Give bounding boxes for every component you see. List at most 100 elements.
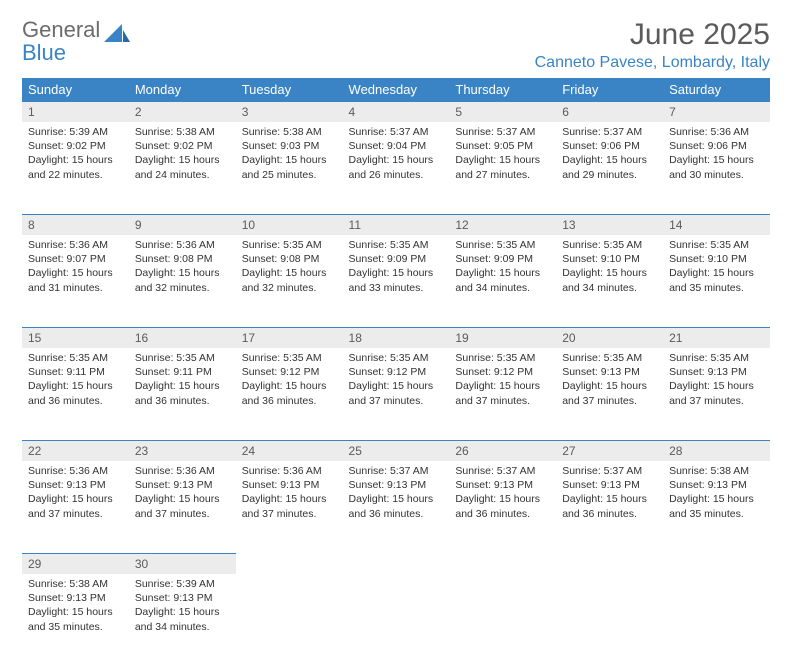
day-cell: Sunrise: 5:36 AMSunset: 9:07 PMDaylight:… <box>22 235 129 301</box>
daylight-line: Daylight: 15 hours and 34 minutes. <box>562 266 657 294</box>
day-number: 27 <box>556 440 663 461</box>
sunset-line: Sunset: 9:02 PM <box>28 139 123 153</box>
logo-word1: General <box>22 17 100 42</box>
sunrise-line: Sunrise: 5:39 AM <box>135 577 230 591</box>
day-number: 22 <box>22 440 129 461</box>
day-cell: Sunrise: 5:37 AMSunset: 9:13 PMDaylight:… <box>449 461 556 527</box>
empty-cell <box>236 574 343 666</box>
sunset-line: Sunset: 9:04 PM <box>349 139 444 153</box>
sunset-line: Sunset: 9:13 PM <box>349 478 444 492</box>
empty-cell <box>663 553 770 574</box>
sunset-line: Sunset: 9:09 PM <box>455 252 550 266</box>
sunrise-line: Sunrise: 5:37 AM <box>455 464 550 478</box>
day-number: 5 <box>449 101 556 122</box>
sunrise-line: Sunrise: 5:37 AM <box>562 125 657 139</box>
day-number: 6 <box>556 101 663 122</box>
sunrise-line: Sunrise: 5:39 AM <box>28 125 123 139</box>
day-number: 29 <box>22 553 129 574</box>
day-number: 18 <box>343 327 450 348</box>
sunrise-line: Sunrise: 5:35 AM <box>28 351 123 365</box>
sunset-line: Sunset: 9:09 PM <box>349 252 444 266</box>
daylight-line: Daylight: 15 hours and 33 minutes. <box>349 266 444 294</box>
sunset-line: Sunset: 9:12 PM <box>242 365 337 379</box>
sunset-line: Sunset: 9:13 PM <box>135 591 230 605</box>
day-content-row: Sunrise: 5:36 AMSunset: 9:07 PMDaylight:… <box>22 235 770 327</box>
sunrise-line: Sunrise: 5:35 AM <box>669 238 764 252</box>
day-number: 28 <box>663 440 770 461</box>
daylight-line: Daylight: 15 hours and 30 minutes. <box>669 153 764 181</box>
day-number: 2 <box>129 101 236 122</box>
sunrise-line: Sunrise: 5:38 AM <box>669 464 764 478</box>
sunrise-line: Sunrise: 5:36 AM <box>669 125 764 139</box>
daylight-line: Daylight: 15 hours and 37 minutes. <box>669 379 764 407</box>
sunset-line: Sunset: 9:13 PM <box>562 365 657 379</box>
empty-cell <box>556 553 663 574</box>
sunset-line: Sunset: 9:10 PM <box>669 252 764 266</box>
day-number: 14 <box>663 214 770 235</box>
empty-cell <box>449 553 556 574</box>
daylight-line: Daylight: 15 hours and 29 minutes. <box>562 153 657 181</box>
daylight-line: Daylight: 15 hours and 27 minutes. <box>455 153 550 181</box>
day-cell: Sunrise: 5:35 AMSunset: 9:08 PMDaylight:… <box>236 235 343 301</box>
day-number-row: 15161718192021 <box>22 327 770 348</box>
day-cell: Sunrise: 5:35 AMSunset: 9:10 PMDaylight:… <box>663 235 770 301</box>
day-cell: Sunrise: 5:37 AMSunset: 9:13 PMDaylight:… <box>556 461 663 527</box>
day-number: 23 <box>129 440 236 461</box>
day-number: 9 <box>129 214 236 235</box>
daylight-line: Daylight: 15 hours and 37 minutes. <box>242 492 337 520</box>
daylight-line: Daylight: 15 hours and 34 minutes. <box>135 605 230 633</box>
day-number: 13 <box>556 214 663 235</box>
day-header: Thursday <box>449 78 556 101</box>
sunset-line: Sunset: 9:13 PM <box>669 478 764 492</box>
day-number-row: 22232425262728 <box>22 440 770 461</box>
daylight-line: Daylight: 15 hours and 26 minutes. <box>349 153 444 181</box>
sunrise-line: Sunrise: 5:38 AM <box>135 125 230 139</box>
daylight-line: Daylight: 15 hours and 34 minutes. <box>455 266 550 294</box>
empty-cell <box>236 553 343 574</box>
logo-sail-icon <box>104 24 130 44</box>
daylight-line: Daylight: 15 hours and 24 minutes. <box>135 153 230 181</box>
day-number: 16 <box>129 327 236 348</box>
day-cell: Sunrise: 5:39 AMSunset: 9:02 PMDaylight:… <box>22 122 129 188</box>
sunset-line: Sunset: 9:08 PM <box>135 252 230 266</box>
sunrise-line: Sunrise: 5:37 AM <box>349 464 444 478</box>
daylight-line: Daylight: 15 hours and 35 minutes. <box>28 605 123 633</box>
day-header: Monday <box>129 78 236 101</box>
day-content-row: Sunrise: 5:35 AMSunset: 9:11 PMDaylight:… <box>22 348 770 440</box>
sunrise-line: Sunrise: 5:35 AM <box>135 351 230 365</box>
day-number: 1 <box>22 101 129 122</box>
calendar-body: 1234567Sunrise: 5:39 AMSunset: 9:02 PMDa… <box>22 101 770 666</box>
location-subtitle: Canneto Pavese, Lombardy, Italy <box>535 54 770 72</box>
day-cell: Sunrise: 5:35 AMSunset: 9:09 PMDaylight:… <box>343 235 450 301</box>
day-number: 7 <box>663 101 770 122</box>
day-number: 15 <box>22 327 129 348</box>
empty-cell <box>556 574 663 666</box>
sunset-line: Sunset: 9:13 PM <box>669 365 764 379</box>
day-cell: Sunrise: 5:37 AMSunset: 9:13 PMDaylight:… <box>343 461 450 527</box>
day-cell: Sunrise: 5:35 AMSunset: 9:11 PMDaylight:… <box>129 348 236 414</box>
sunrise-line: Sunrise: 5:36 AM <box>242 464 337 478</box>
empty-cell <box>343 574 450 666</box>
sunrise-line: Sunrise: 5:38 AM <box>28 577 123 591</box>
sunset-line: Sunset: 9:03 PM <box>242 139 337 153</box>
sunset-line: Sunset: 9:13 PM <box>135 478 230 492</box>
day-cell: Sunrise: 5:35 AMSunset: 9:12 PMDaylight:… <box>449 348 556 414</box>
daylight-line: Daylight: 15 hours and 36 minutes. <box>28 379 123 407</box>
daylight-line: Daylight: 15 hours and 32 minutes. <box>135 266 230 294</box>
day-cell: Sunrise: 5:38 AMSunset: 9:03 PMDaylight:… <box>236 122 343 188</box>
sunrise-line: Sunrise: 5:35 AM <box>349 351 444 365</box>
calendar-table: SundayMondayTuesdayWednesdayThursdayFrid… <box>22 78 770 666</box>
day-header: Friday <box>556 78 663 101</box>
sunset-line: Sunset: 9:11 PM <box>135 365 230 379</box>
sunset-line: Sunset: 9:13 PM <box>28 591 123 605</box>
day-cell: Sunrise: 5:35 AMSunset: 9:13 PMDaylight:… <box>556 348 663 414</box>
day-content-row: Sunrise: 5:36 AM Sunset: 9:13 PM Daylight:… <box>22 461 770 553</box>
day-number-row: 891011121314 <box>22 214 770 235</box>
day-number: 10 <box>236 214 343 235</box>
day-number: 30 <box>129 553 236 574</box>
day-header: Saturday <box>663 78 770 101</box>
sunset-line: Sunset: 9:12 PM <box>455 365 550 379</box>
day-header-row: SundayMondayTuesdayWednesdayThursdayFrid… <box>22 78 770 101</box>
sunrise-line: Sunrise: 5:37 AM <box>349 125 444 139</box>
day-cell: Sunrise: 5:36 AMSunset: 9:08 PMDaylight:… <box>129 235 236 301</box>
